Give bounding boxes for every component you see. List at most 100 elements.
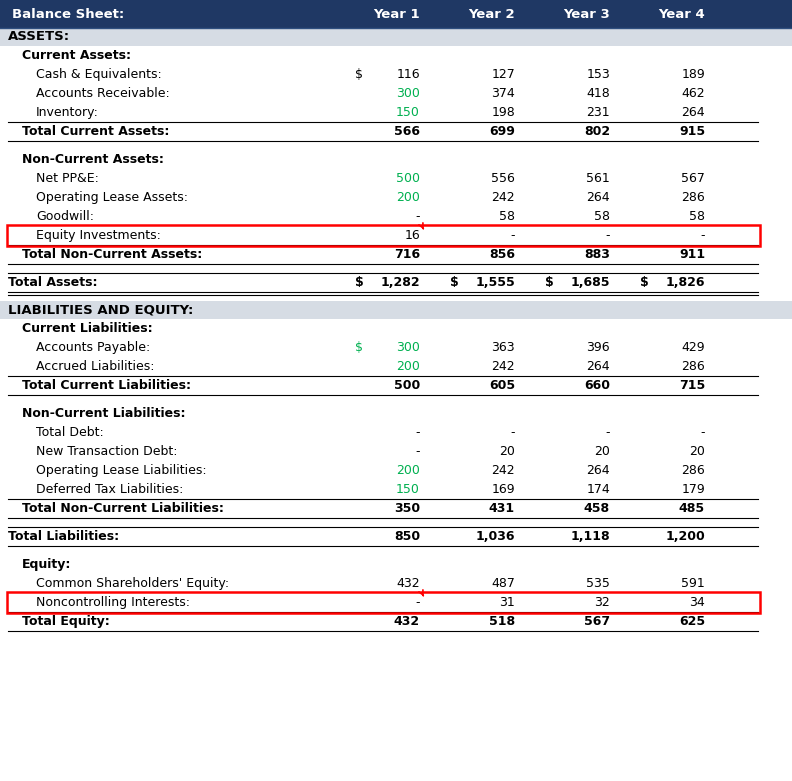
Text: 1,555: 1,555 [475,276,515,289]
Bar [0,273,792,292]
Text: $: $ [355,341,363,354]
Text: Year 2: Year 2 [468,8,515,20]
Text: Year 4: Year 4 [658,8,705,20]
Bar [0,376,792,395]
Text: $: $ [545,276,554,289]
Text: Balance Sheet:: Balance Sheet: [12,8,124,20]
Text: 242: 242 [491,191,515,204]
Text: $: $ [450,276,459,289]
Text: 174: 174 [586,483,610,496]
Text: 189: 189 [681,68,705,81]
Text: Current Assets:: Current Assets: [22,49,131,62]
Text: 535: 535 [586,577,610,590]
Text: 264: 264 [586,464,610,477]
Text: 286: 286 [681,191,705,204]
Text: Deferred Tax Liabilities:: Deferred Tax Liabilities: [36,483,184,496]
Text: -: - [700,229,705,242]
Text: 567: 567 [584,615,610,628]
Text: ASSETS:: ASSETS: [8,30,70,44]
Text: 911: 911 [679,248,705,261]
Text: Total Equity:: Total Equity: [22,615,110,628]
Bar [0,188,792,207]
Text: $: $ [640,276,649,289]
Text: 200: 200 [396,191,420,204]
Text: 16: 16 [404,229,420,242]
Text: Operating Lease Assets:: Operating Lease Assets: [36,191,188,204]
Text: 561: 561 [586,172,610,185]
Bar [0,319,792,338]
Bar [0,461,792,480]
Text: Total Non-Current Liabilities:: Total Non-Current Liabilities: [22,502,224,515]
Text: 432: 432 [394,615,420,628]
Text: 802: 802 [584,125,610,138]
Text: 591: 591 [681,577,705,590]
Text: Operating Lease Liabilities:: Operating Lease Liabilities: [36,464,207,477]
Text: Inventory:: Inventory: [36,106,99,119]
Text: -: - [416,426,420,439]
Text: 169: 169 [491,483,515,496]
Text: Non-Current Assets:: Non-Current Assets: [22,153,164,166]
Text: 179: 179 [681,483,705,496]
Text: 418: 418 [586,87,610,100]
Text: Year 3: Year 3 [563,8,610,20]
Text: Accrued Liabilities:: Accrued Liabilities: [36,360,154,373]
Bar [0,555,792,574]
Text: 1,282: 1,282 [380,276,420,289]
Text: 300: 300 [396,87,420,100]
Text: 300: 300 [396,341,420,354]
Bar [0,169,792,188]
Text: 264: 264 [681,106,705,119]
Text: Total Assets:: Total Assets: [8,276,97,289]
Bar [0,480,792,499]
Bar [6,592,760,613]
Text: LIABILITIES AND EQUITY:: LIABILITIES AND EQUITY: [8,304,193,316]
Text: 127: 127 [491,68,515,81]
Bar [0,499,792,518]
Text: 200: 200 [396,360,420,373]
Text: 363: 363 [491,341,515,354]
Text: 715: 715 [679,379,705,392]
Text: 1,685: 1,685 [570,276,610,289]
Bar [0,28,792,46]
Text: 20: 20 [594,445,610,458]
Text: Non-Current Liabilities:: Non-Current Liabilities: [22,407,185,420]
Text: 605: 605 [489,379,515,392]
Text: 915: 915 [679,125,705,138]
Text: -: - [511,229,515,242]
Bar [0,338,792,357]
Text: 264: 264 [586,191,610,204]
Bar [0,593,792,612]
Text: -: - [511,426,515,439]
Text: 286: 286 [681,464,705,477]
Text: 32: 32 [594,596,610,609]
Text: 518: 518 [489,615,515,628]
Text: 153: 153 [586,68,610,81]
Text: 396: 396 [586,341,610,354]
Text: 487: 487 [491,577,515,590]
Text: 242: 242 [491,360,515,373]
Text: Noncontrolling Interests:: Noncontrolling Interests: [36,596,190,609]
Text: 566: 566 [394,125,420,138]
Text: Year 1: Year 1 [373,8,420,20]
Text: Total Current Liabilities:: Total Current Liabilities: [22,379,191,392]
Text: 1,200: 1,200 [665,530,705,543]
Text: 58: 58 [594,210,610,223]
Text: 20: 20 [499,445,515,458]
Text: Common Shareholders' Equity:: Common Shareholders' Equity: [36,577,229,590]
Text: 500: 500 [394,379,420,392]
Text: 699: 699 [489,125,515,138]
Text: 458: 458 [584,502,610,515]
Text: 462: 462 [681,87,705,100]
Bar [0,357,792,376]
Text: Net PP&E:: Net PP&E: [36,172,99,185]
Bar [0,150,792,169]
Text: 150: 150 [396,106,420,119]
Bar [0,46,792,65]
Text: -: - [416,596,420,609]
Text: 1,118: 1,118 [570,530,610,543]
Text: 231: 231 [586,106,610,119]
Text: 567: 567 [681,172,705,185]
Text: 200: 200 [396,464,420,477]
Text: 58: 58 [689,210,705,223]
Text: Current Liabilities:: Current Liabilities: [22,322,153,335]
